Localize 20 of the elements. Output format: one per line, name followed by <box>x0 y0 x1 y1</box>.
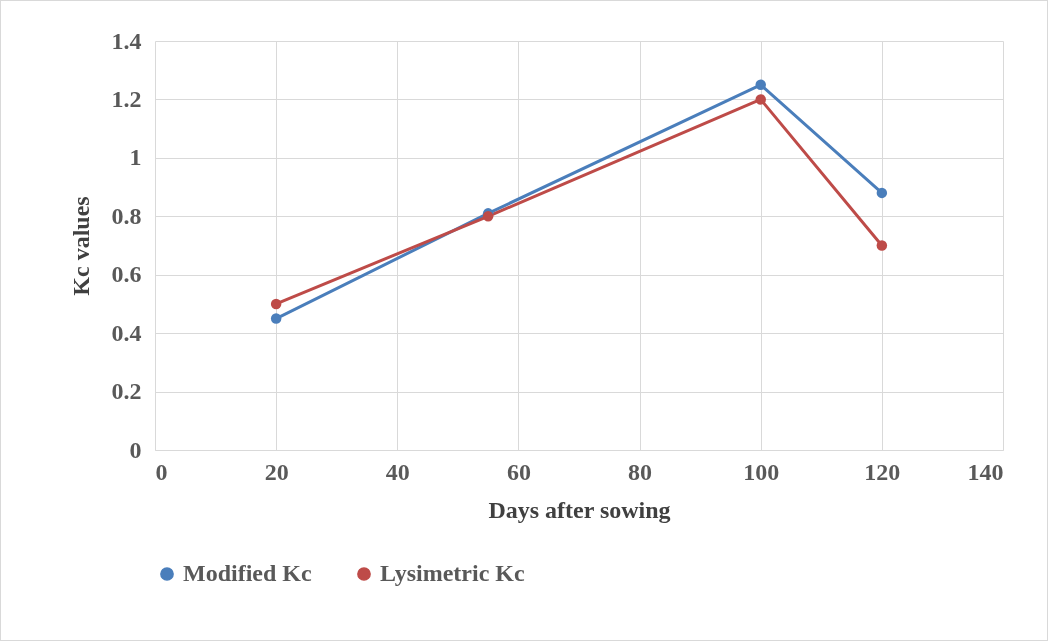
legend-label: Modified Kc <box>183 560 312 586</box>
y-tick-label: 1.4 <box>111 27 142 54</box>
x-tick-label: 140 <box>967 458 1004 485</box>
y-axis-title: Kc values <box>67 196 94 296</box>
x-tick-label: 120 <box>864 458 901 485</box>
y-tick-label: 0.6 <box>111 261 142 288</box>
y-tick-label: 0 <box>129 436 142 463</box>
x-tick-label: 20 <box>264 458 289 485</box>
y-tick-label: 0.4 <box>111 319 142 346</box>
y-tick-label: 1 <box>129 144 142 171</box>
x-tick-label: 40 <box>385 458 410 485</box>
y-tick-label: 1.2 <box>111 85 142 112</box>
x-tick-label: 60 <box>506 458 531 485</box>
y-tick-label: 0.8 <box>111 202 142 229</box>
legend-label: Lysimetric Kc <box>380 560 525 586</box>
x-axis-title: Days after sowing <box>488 496 671 523</box>
y-tick-label: 0.2 <box>111 378 142 405</box>
x-tick-label: 80 <box>628 458 653 485</box>
x-tick-label: 100 <box>743 458 780 485</box>
x-tick-label: 0 <box>155 458 168 485</box>
